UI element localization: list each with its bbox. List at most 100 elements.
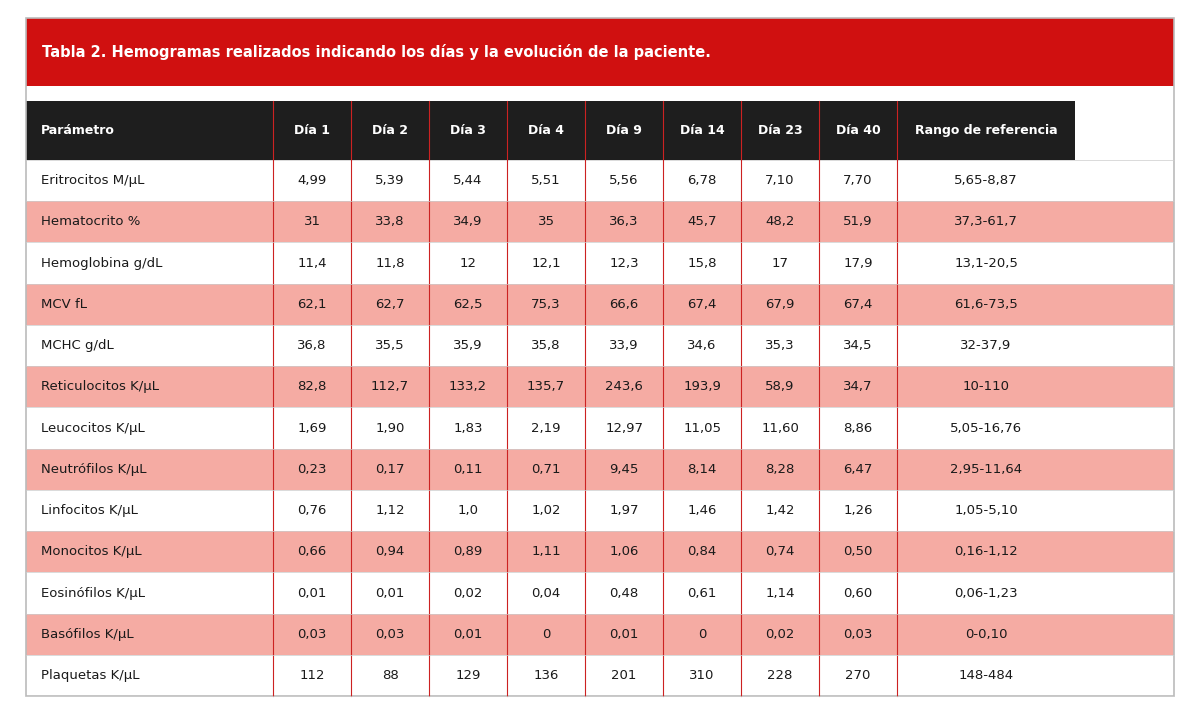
Text: 35,8: 35,8 — [532, 339, 560, 352]
Text: 0: 0 — [542, 628, 551, 640]
Text: 12,1: 12,1 — [532, 256, 560, 270]
Text: 1,14: 1,14 — [766, 586, 794, 600]
Text: 148-484: 148-484 — [959, 669, 1014, 682]
Text: 270: 270 — [846, 669, 871, 682]
Text: 62,1: 62,1 — [298, 298, 326, 311]
Text: 0,01: 0,01 — [454, 628, 482, 640]
Text: 35: 35 — [538, 216, 554, 228]
Text: 82,8: 82,8 — [298, 381, 326, 393]
Text: 1,90: 1,90 — [376, 421, 404, 435]
Text: 4,99: 4,99 — [298, 174, 326, 187]
Bar — [26, 655, 1174, 696]
Text: 0,02: 0,02 — [766, 628, 794, 640]
Text: 0,11: 0,11 — [454, 463, 482, 476]
Text: Eritrocitos M/μL: Eritrocitos M/μL — [41, 174, 144, 187]
Bar — [820, 101, 898, 160]
Text: Tabla 2. Hemogramas realizados indicando los días y la evolución de la paciente.: Tabla 2. Hemogramas realizados indicando… — [42, 44, 710, 60]
Text: 0,71: 0,71 — [532, 463, 560, 476]
Text: 228: 228 — [768, 669, 793, 682]
Bar — [274, 101, 352, 160]
Text: 6,47: 6,47 — [844, 463, 872, 476]
Text: 0,50: 0,50 — [844, 545, 872, 558]
Text: 0,17: 0,17 — [376, 463, 404, 476]
Bar — [898, 101, 1075, 160]
Text: 9,45: 9,45 — [610, 463, 638, 476]
Text: 7,70: 7,70 — [844, 174, 872, 187]
Text: 7,10: 7,10 — [766, 174, 794, 187]
Text: 0,89: 0,89 — [454, 545, 482, 558]
Bar — [26, 408, 1174, 448]
Text: 62,5: 62,5 — [454, 298, 482, 311]
Text: 67,4: 67,4 — [688, 298, 716, 311]
Text: 2,19: 2,19 — [532, 421, 560, 435]
Text: 36,3: 36,3 — [610, 216, 638, 228]
Bar — [742, 101, 820, 160]
Text: 0,01: 0,01 — [610, 628, 638, 640]
Text: 0,01: 0,01 — [376, 586, 404, 600]
Text: 310: 310 — [690, 669, 715, 682]
Text: 1,83: 1,83 — [454, 421, 482, 435]
Text: 0,01: 0,01 — [298, 586, 326, 600]
Text: 0,60: 0,60 — [844, 586, 872, 600]
Bar — [26, 366, 1174, 408]
Bar — [26, 101, 274, 160]
Text: 32-37,9: 32-37,9 — [960, 339, 1012, 352]
Text: 112: 112 — [299, 669, 325, 682]
Text: Hemoglobina g/dL: Hemoglobina g/dL — [41, 256, 162, 270]
Text: 66,6: 66,6 — [610, 298, 638, 311]
Text: 62,7: 62,7 — [376, 298, 404, 311]
Bar — [26, 325, 1174, 366]
Text: Día 1: Día 1 — [294, 124, 330, 137]
Text: 1,06: 1,06 — [610, 545, 638, 558]
Text: 243,6: 243,6 — [605, 381, 643, 393]
Text: Monocitos K/μL: Monocitos K/μL — [41, 545, 142, 558]
Text: 17,9: 17,9 — [844, 256, 872, 270]
Text: Neutrófilos K/μL: Neutrófilos K/μL — [41, 463, 146, 476]
Text: 2,95-11,64: 2,95-11,64 — [950, 463, 1022, 476]
Text: 135,7: 135,7 — [527, 381, 565, 393]
Text: 88: 88 — [382, 669, 398, 682]
Bar — [26, 18, 1174, 86]
Text: 0,02: 0,02 — [454, 586, 482, 600]
Text: 61,6-73,5: 61,6-73,5 — [954, 298, 1018, 311]
Text: 0,06-1,23: 0,06-1,23 — [954, 586, 1018, 600]
Bar — [508, 101, 586, 160]
Text: 133,2: 133,2 — [449, 381, 487, 393]
Text: Parámetro: Parámetro — [41, 124, 115, 137]
Text: 33,9: 33,9 — [610, 339, 638, 352]
Text: 0-0,10: 0-0,10 — [965, 628, 1007, 640]
Text: Eosinófilos K/μL: Eosinófilos K/μL — [41, 586, 145, 600]
Text: 12,3: 12,3 — [610, 256, 638, 270]
Bar — [26, 531, 1174, 573]
Text: Basófilos K/μL: Basófilos K/μL — [41, 628, 133, 640]
Text: 0,04: 0,04 — [532, 586, 560, 600]
Text: 0,03: 0,03 — [376, 628, 404, 640]
Text: 35,9: 35,9 — [454, 339, 482, 352]
Text: 8,28: 8,28 — [766, 463, 794, 476]
Bar — [26, 160, 1174, 201]
Text: 51,9: 51,9 — [844, 216, 872, 228]
Bar — [586, 101, 664, 160]
Bar — [26, 283, 1174, 325]
Text: 67,9: 67,9 — [766, 298, 794, 311]
Text: Día 4: Día 4 — [528, 124, 564, 137]
Text: 67,4: 67,4 — [844, 298, 872, 311]
Text: 5,44: 5,44 — [454, 174, 482, 187]
Text: Rango de referencia: Rango de referencia — [914, 124, 1057, 137]
Bar — [26, 201, 1174, 243]
Text: 33,8: 33,8 — [376, 216, 404, 228]
Bar — [352, 101, 430, 160]
Text: 34,6: 34,6 — [688, 339, 716, 352]
Text: 34,5: 34,5 — [844, 339, 872, 352]
Bar — [26, 613, 1174, 655]
Text: 12: 12 — [460, 256, 476, 270]
Text: 36,8: 36,8 — [298, 339, 326, 352]
Text: 6,78: 6,78 — [688, 174, 716, 187]
Text: 1,69: 1,69 — [298, 421, 326, 435]
Text: 34,9: 34,9 — [454, 216, 482, 228]
Text: 10-110: 10-110 — [962, 381, 1009, 393]
Text: 201: 201 — [612, 669, 637, 682]
Text: 0,03: 0,03 — [298, 628, 326, 640]
Text: 75,3: 75,3 — [532, 298, 560, 311]
Text: 58,9: 58,9 — [766, 381, 794, 393]
